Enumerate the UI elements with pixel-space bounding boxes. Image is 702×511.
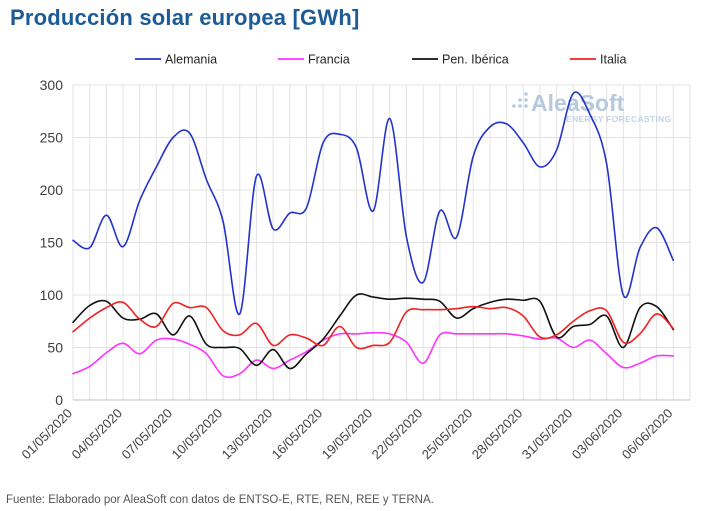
- legend: Alemania Francia Pen. Ibérica Italia: [135, 53, 626, 67]
- x-tick-label: 10/05/2020: [169, 406, 226, 463]
- y-axis-ticks: 0 50 100 150 200 250 300: [40, 77, 64, 408]
- x-tick-label: 31/05/2020: [519, 406, 576, 463]
- legend-label-alemania: Alemania: [165, 53, 217, 67]
- series-lines: [72, 91, 675, 379]
- legend-label-italia: Italia: [600, 53, 626, 67]
- watermark-name: AleaSoft: [531, 90, 625, 116]
- x-tick-label: 07/05/2020: [119, 406, 176, 463]
- series-line-italia: [72, 301, 675, 350]
- aleasoft-watermark: AleaSoft ENERGY FORECASTING: [512, 90, 671, 124]
- y-tick-label: 50: [47, 340, 63, 356]
- page-title: Producción solar europea [GWh]: [10, 5, 360, 30]
- watermark-tagline: ENERGY FORECASTING: [566, 114, 671, 124]
- y-tick-label: 300: [40, 77, 64, 93]
- legend-label-francia: Francia: [308, 53, 350, 67]
- x-tick-label: 28/05/2020: [469, 406, 526, 463]
- x-tick-label: 16/05/2020: [269, 406, 326, 463]
- x-tick-label: 19/05/2020: [319, 406, 376, 463]
- x-axis-ticks: 01/05/202004/05/202007/05/202010/05/2020…: [18, 406, 675, 463]
- x-tick-label: 03/06/2020: [569, 406, 626, 463]
- x-tick-label: 22/05/2020: [369, 406, 426, 463]
- source-note: Fuente: Elaborado por AleaSoft con datos…: [6, 494, 434, 506]
- x-tick-label: 01/05/2020: [18, 406, 75, 463]
- series-line-francia: [72, 331, 675, 379]
- y-tick-label: 0: [55, 392, 63, 408]
- x-tick-label: 25/05/2020: [419, 406, 476, 463]
- x-tick-label: 13/05/2020: [219, 406, 276, 463]
- y-tick-label: 100: [40, 287, 64, 303]
- legend-label-pen-iberica: Pen. Ibérica: [442, 53, 509, 67]
- y-tick-label: 200: [40, 182, 64, 198]
- aleasoft-logo-icon: [512, 92, 528, 108]
- x-tick-label: 04/05/2020: [69, 406, 126, 463]
- y-tick-label: 250: [40, 130, 64, 146]
- x-tick-label: 06/06/2020: [619, 406, 676, 463]
- series-line-alemania: [72, 91, 675, 315]
- grid-lines: [72, 84, 691, 401]
- series-line-pen-iberica: [72, 293, 675, 370]
- y-tick-label: 150: [40, 235, 64, 251]
